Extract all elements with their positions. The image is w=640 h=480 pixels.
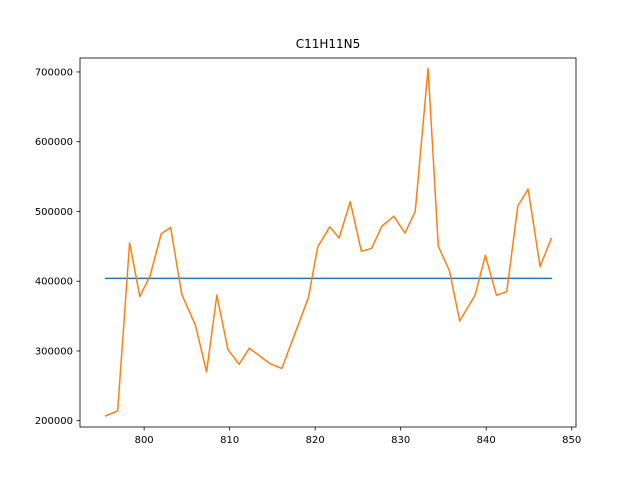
chart-title: C11H11N5 — [296, 37, 361, 51]
x-tick-label-1: 810 — [220, 435, 239, 446]
x-tick-label-5: 850 — [562, 435, 581, 446]
x-tick-label-3: 830 — [391, 435, 410, 446]
y-tick-label-3: 500000 — [35, 207, 73, 218]
x-tick-label-2: 820 — [306, 435, 325, 446]
y-tick-label-4: 600000 — [35, 137, 73, 148]
y-tick-label-1: 300000 — [35, 346, 73, 357]
series-layer — [104, 67, 553, 417]
y-tick-label-2: 400000 — [35, 277, 73, 288]
plot-frame — [79, 57, 577, 428]
y-tick-label-0: 200000 — [35, 416, 73, 427]
y-tick-label-5: 700000 — [35, 67, 73, 78]
x-tick-label-0: 800 — [135, 435, 154, 446]
axes-layer: 800 810 820 830 840 850 200000 300000 400000 5000… — [35, 57, 581, 446]
x-tick-label-4: 840 — [477, 435, 496, 446]
